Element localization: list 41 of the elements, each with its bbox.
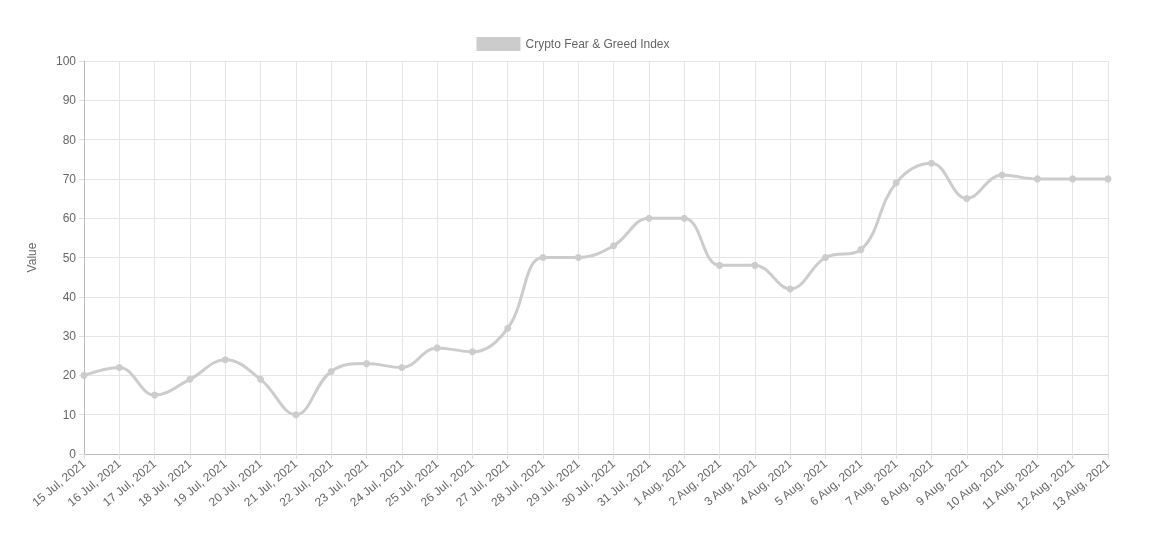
point xyxy=(680,214,688,222)
y-tick-label: 0 xyxy=(69,447,77,461)
y-axis-title: Value xyxy=(25,242,39,273)
point xyxy=(80,371,88,379)
y-tick-label: 90 xyxy=(62,93,77,108)
point xyxy=(433,344,441,352)
y-tick-label: 80 xyxy=(62,132,77,147)
point xyxy=(751,261,759,269)
point xyxy=(963,195,971,203)
point xyxy=(645,214,653,222)
point xyxy=(892,179,900,187)
y-tick-label: 30 xyxy=(62,329,77,344)
point xyxy=(468,348,476,356)
legend-label: Crypto Fear & Greed Index xyxy=(525,37,670,51)
y-tick-label: 40 xyxy=(62,289,77,304)
point xyxy=(857,246,865,254)
point xyxy=(221,356,229,364)
point xyxy=(327,367,335,375)
y-tick-label: 20 xyxy=(62,368,77,383)
y-tick-label: 50 xyxy=(62,250,77,265)
point xyxy=(362,360,370,368)
point xyxy=(151,391,159,399)
point xyxy=(539,254,547,261)
point xyxy=(1033,175,1041,183)
point xyxy=(716,261,724,269)
point xyxy=(822,254,830,261)
point xyxy=(786,285,794,293)
point xyxy=(927,159,935,167)
point xyxy=(398,364,406,372)
point xyxy=(292,411,300,419)
point xyxy=(1069,175,1077,183)
point xyxy=(257,375,265,383)
point xyxy=(504,324,512,332)
point xyxy=(186,375,194,383)
y-tick-label: 70 xyxy=(62,171,77,186)
y-tick-label: 10 xyxy=(62,407,77,422)
y-tick-label: 100 xyxy=(55,54,77,68)
point xyxy=(610,242,618,250)
point xyxy=(574,254,582,261)
y-tick-label: 60 xyxy=(62,211,77,226)
point xyxy=(115,364,123,372)
